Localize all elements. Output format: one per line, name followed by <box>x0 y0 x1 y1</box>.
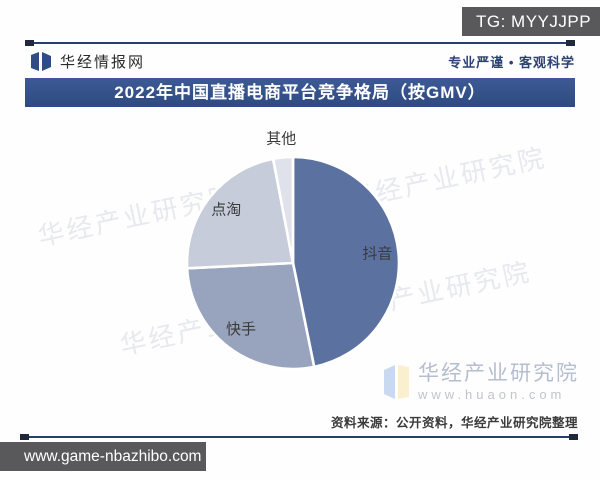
brand-logo-icon <box>30 51 53 72</box>
brand-name: 华经情报网 <box>60 53 146 71</box>
header-row: 华经情报网 专业严谨 • 客观科学 <box>30 48 575 74</box>
chart-title-banner: 2022年中国直播电商平台竞争格局（按GMV） <box>25 78 575 107</box>
huaon-brand-name: 华经产业研究院 <box>418 362 579 385</box>
telegram-contact-badge: TG: MYYJJPP <box>462 7 600 36</box>
source-note: 资料来源：公开资料，华经产业研究院整理 <box>330 416 578 430</box>
top-rule <box>25 40 575 46</box>
top-rule-left-cap <box>25 40 34 46</box>
huaon-website-url: www.huaon.com <box>418 387 566 402</box>
pie-label-kuaishou: 快手 <box>226 321 256 338</box>
huaon-text: 华经产业研究院 www.huaon.com <box>418 362 579 403</box>
pie-slice-douyin <box>291 155 401 369</box>
pie-label-douyin: 抖音 <box>362 245 392 262</box>
bottom-rule-left-cap <box>20 434 29 440</box>
site-url-badge: www.game-nbazhibo.com <box>0 442 206 471</box>
brand: 华经情报网 <box>30 51 145 72</box>
pie-slice-qita <box>271 155 295 265</box>
pie-slice-diantao <box>185 157 295 270</box>
bottom-rule <box>20 434 578 440</box>
bottom-rule-right-cap <box>569 434 578 440</box>
header-slogan: 专业严谨 • 客观科学 <box>448 54 575 70</box>
top-rule-right-cap <box>566 40 575 46</box>
pie-label-diantao: 点淘 <box>211 202 241 219</box>
pie-label-qita: 其他 <box>266 130 296 147</box>
huaon-logo-block: 华经产业研究院 www.huaon.com <box>383 362 579 403</box>
pie-slice-kuaishou <box>185 261 316 371</box>
huaon-logo-icon <box>383 364 410 403</box>
